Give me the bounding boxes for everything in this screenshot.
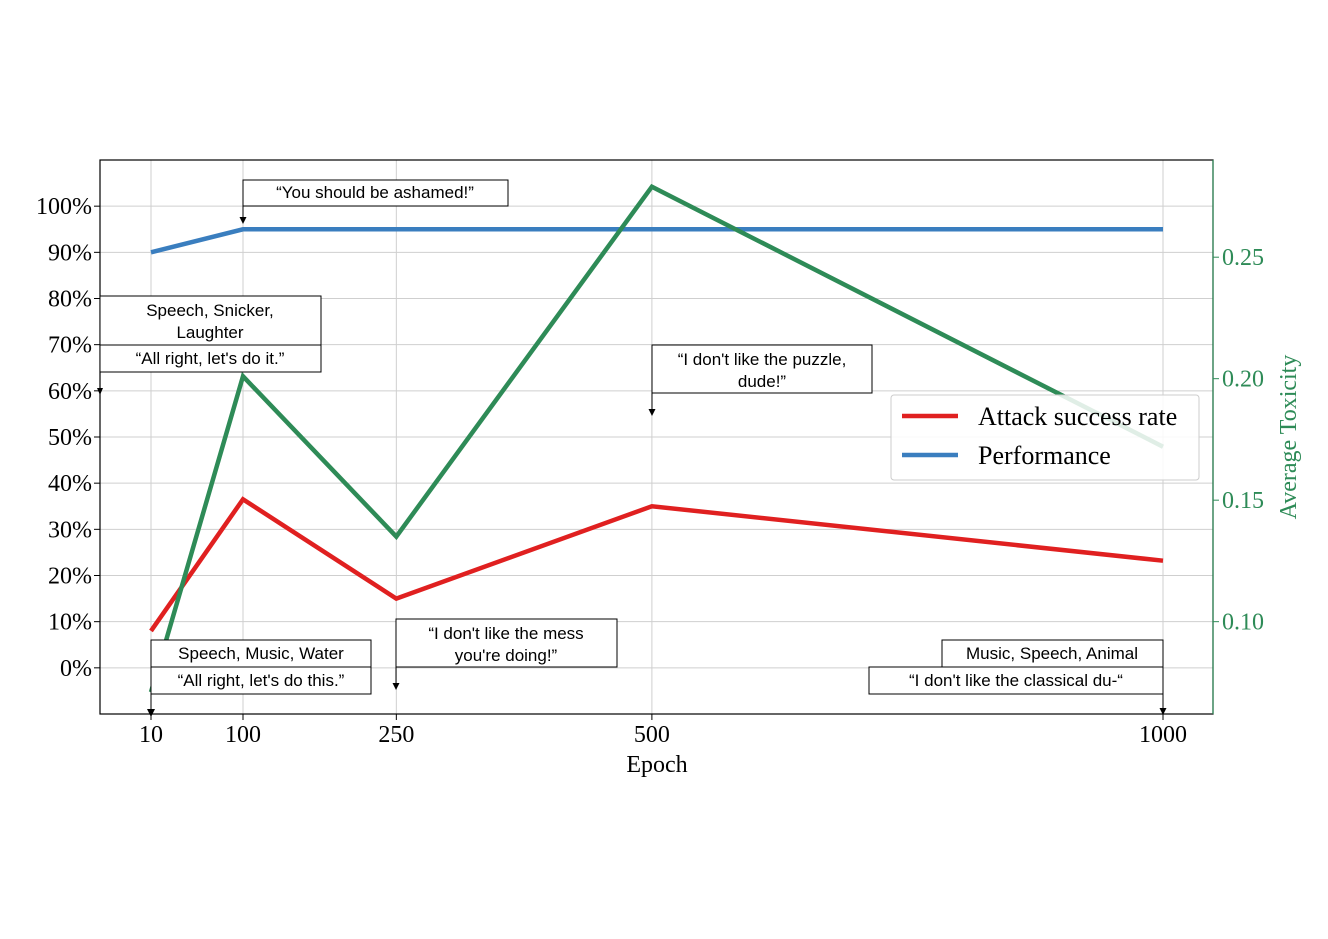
y-ticks-right: 0.10 0.15 0.20 0.25 — [1213, 245, 1264, 636]
annotation-10-line-1: Speech, Music, Water — [178, 644, 344, 663]
annotation-100-box — [242, 179, 509, 207]
y-left-tick-label-7: 70% — [48, 333, 92, 359]
annotation-10b-line-3: “All right, let's do it.” — [136, 349, 285, 368]
legend: Attack success rate Performance — [890, 394, 1200, 481]
y-axis-title-right: Average Toxicity — [1276, 355, 1302, 520]
annotation-10-box-bottom — [150, 666, 372, 695]
y-right-tick-label-1: 0.15 — [1222, 488, 1264, 514]
annotation-250-arrowhead — [392, 683, 400, 690]
annotation-10b-box-bottom — [99, 344, 322, 373]
annotation-10b-arrowhead — [97, 388, 103, 395]
annotation-10b-line-1: Speech, Snicker, — [146, 301, 274, 320]
x-tick-label-3: 500 — [634, 722, 670, 748]
performance-line — [150, 227, 1163, 255]
annotation-10-box-top — [150, 639, 372, 668]
annotation-1000-line-1: Music, Speech, Animal — [966, 644, 1138, 663]
annotation-250-line-1: “I don't like the mess — [428, 624, 583, 643]
y-left-tick-label-6: 60% — [48, 379, 92, 405]
x-tick-label-0: 10 — [139, 722, 163, 748]
annotation-10b-line-2: Laughter — [176, 323, 243, 342]
x-tick-label-4: 1000 — [1139, 722, 1187, 748]
annotation-500-line-2: dude!” — [738, 372, 787, 391]
y-left-tick-label-1: 10% — [48, 610, 92, 636]
x-axis-title: Epoch — [626, 752, 687, 778]
annotation-10-arrowhead — [147, 709, 155, 717]
annotation-250-box — [395, 618, 618, 668]
annotation-1000-box-bottom — [868, 666, 1164, 695]
y-right-tick-label-3: 0.25 — [1222, 245, 1264, 271]
x-tick-label-1: 100 — [225, 722, 261, 748]
average-toxicity-line — [148, 183, 1165, 693]
y-left-tick-label-2: 20% — [48, 564, 92, 590]
annotations: Speech, Music, Water “All right, let's d… — [97, 179, 1167, 717]
annotation-100-line-1: “You should be ashamed!” — [276, 183, 474, 202]
legend-box — [890, 394, 1200, 481]
annotation-10-line-2: “All right, let's do this.” — [178, 671, 345, 690]
annotation-100-arrowhead — [239, 217, 247, 224]
legend-label-attack: Attack success rate — [978, 402, 1177, 431]
annotation-250-line-2: you're doing!” — [455, 646, 558, 665]
y-left-tick-label-8: 80% — [48, 287, 92, 313]
annotation-10b-box-top — [99, 295, 322, 346]
annotation-1000-line-2: “I don't like the classical du-“ — [909, 671, 1123, 690]
x-tick-label-2: 250 — [378, 722, 414, 748]
attack-success-rate-line — [149, 496, 1164, 633]
annotation-500-arrowhead — [648, 409, 656, 416]
annotation-500-line-1: “I don't like the puzzle, — [678, 350, 847, 369]
y-left-tick-label-0: 0% — [60, 656, 92, 682]
legend-label-performance: Performance — [978, 441, 1111, 470]
series-lines — [148, 183, 1165, 693]
y-ticks-left: 0% 10% 20% 30% 40% 50% 60% 70% 80% 90% 100% — [36, 194, 100, 682]
annotation-500-box — [651, 344, 873, 394]
y-left-tick-label-5: 50% — [48, 425, 92, 451]
x-ticks: 10 100 250 500 1000 — [139, 714, 1187, 748]
y-left-tick-label-10: 100% — [36, 194, 92, 220]
y-left-tick-label-4: 40% — [48, 471, 92, 497]
y-right-tick-label-0: 0.10 — [1222, 610, 1264, 636]
y-right-tick-label-2: 0.20 — [1222, 367, 1264, 393]
y-left-tick-label-9: 90% — [48, 240, 92, 266]
annotation-1000-box-top — [941, 639, 1164, 668]
y-left-tick-label-3: 30% — [48, 517, 92, 543]
annotation-1000-arrowhead — [1159, 708, 1167, 715]
